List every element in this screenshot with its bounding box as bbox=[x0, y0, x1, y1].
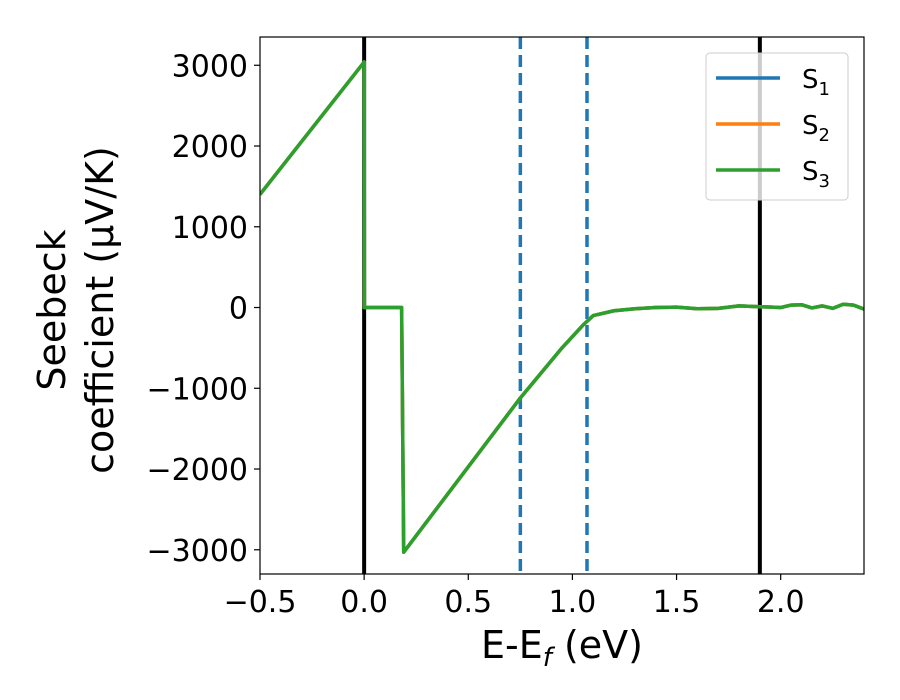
legend-box bbox=[705, 52, 849, 201]
x-tick-label: 2.0 bbox=[757, 585, 805, 620]
y-axis-ticks: −3000 −2000 −1000 0 1000 2000 3000 bbox=[147, 49, 260, 569]
x-axis-ticks: −0.5 0.0 0.5 1.0 1.5 2.0 bbox=[224, 574, 805, 620]
y-tick-label: 1000 bbox=[172, 211, 248, 246]
y-tick-label: 3000 bbox=[172, 49, 248, 84]
y-tick-label: −3000 bbox=[147, 534, 248, 569]
legend-label-3: S3 bbox=[802, 157, 830, 192]
x-axis-label-unit: (eV) bbox=[552, 623, 643, 667]
x-tick-label: 0.5 bbox=[444, 585, 492, 620]
x-tick-label: 1.5 bbox=[653, 585, 701, 620]
plot-frame bbox=[259, 36, 865, 575]
x-tick-label: 0.0 bbox=[340, 585, 388, 620]
y-axis-label-line2: coefficient (μV/K) bbox=[78, 146, 122, 474]
x-axis-label: E-Ef (eV) bbox=[481, 623, 643, 673]
y-tick-label: 0 bbox=[229, 292, 248, 327]
x-tick-label: −0.5 bbox=[224, 585, 297, 620]
x-tick-label: 1.0 bbox=[549, 585, 597, 620]
legend: S1 S2 S3 bbox=[705, 52, 849, 201]
y-tick-label: −2000 bbox=[147, 453, 248, 488]
legend-label-1: S1 bbox=[802, 65, 830, 100]
x-axis-label-main: E-E bbox=[481, 623, 543, 667]
legend-label-2: S2 bbox=[802, 111, 830, 146]
y-tick-label: 2000 bbox=[172, 130, 248, 165]
y-tick-label: −1000 bbox=[147, 372, 248, 407]
y-axis-label-line1: Seebeck bbox=[30, 229, 74, 390]
series-line-3 bbox=[260, 60, 864, 554]
